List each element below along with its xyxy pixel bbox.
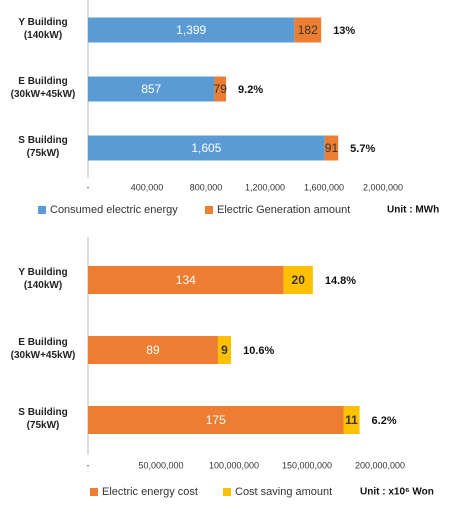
bar-segment <box>324 135 339 161</box>
category-label: S Building (75kW) <box>18 135 68 159</box>
x-tick-label: 200,000,000 <box>355 460 405 470</box>
category-text: S Building (75kW) <box>18 135 68 159</box>
legend-swatch <box>223 488 231 496</box>
x-tick-label: 1,200,000 <box>245 182 285 192</box>
value-label: 20 <box>292 273 306 287</box>
category-text: E Building (30kW+45kW) <box>10 76 76 100</box>
bar-segment <box>88 336 218 364</box>
share-annotation: 13% <box>333 25 355 37</box>
share-annotation: 6.2% <box>372 415 397 427</box>
category-text: S Building (75kW) <box>18 407 68 431</box>
bar-segment <box>343 406 360 434</box>
share-annotation: 10.6% <box>243 345 274 357</box>
value-label: 175 <box>206 413 226 427</box>
value-label: 89 <box>146 343 160 357</box>
unit-label: Unit : x10⁶ Won <box>360 487 434 498</box>
legend-label: Cost saving amount <box>235 486 332 498</box>
legend-swatch <box>38 206 46 214</box>
bar-segment <box>88 76 215 102</box>
value-label: 91 <box>325 141 339 155</box>
value-label: 79 <box>214 82 228 96</box>
x-tick-label: 400,000 <box>131 182 164 192</box>
category-text: E Building (30kW+45kW) <box>10 337 76 361</box>
legend-swatch <box>90 488 98 496</box>
value-label: 857 <box>141 82 161 96</box>
x-tick-label: 150,000,000 <box>282 460 332 470</box>
x-tick-label: - <box>87 460 90 470</box>
category-label: E Building (30kW+45kW) <box>10 337 76 361</box>
category-text: Y Building (140kW) <box>18 17 68 41</box>
bar-segment <box>294 17 322 43</box>
value-label: 1,605 <box>191 141 221 155</box>
share-annotation: 14.8% <box>325 275 356 287</box>
value-label: 9 <box>221 343 228 357</box>
bar-segment <box>88 406 344 434</box>
share-annotation: 5.7% <box>350 143 375 155</box>
category-label: Y Building (140kW) <box>18 267 68 291</box>
legend-label: Electric energy cost <box>102 486 198 498</box>
legend-label: Electric Generation amount <box>217 204 350 216</box>
value-label: 182 <box>298 23 318 37</box>
legend-label: Consumed electric energy <box>50 204 178 216</box>
bar-segment <box>88 266 284 294</box>
value-label: 134 <box>176 273 196 287</box>
x-tick-label: 800,000 <box>190 182 223 192</box>
legend-swatch <box>205 206 213 214</box>
category-label: E Building (30kW+45kW) <box>10 76 76 100</box>
category-label: Y Building (140kW) <box>18 17 68 41</box>
x-tick-label: 2,000,000 <box>363 182 403 192</box>
x-tick-label: - <box>87 182 90 192</box>
x-tick-label: 1,600,000 <box>304 182 344 192</box>
value-label: 1,399 <box>176 23 206 37</box>
bar-segment <box>217 336 232 364</box>
x-tick-label: 100,000,000 <box>209 460 259 470</box>
bar-segment <box>88 17 295 43</box>
category-text: Y Building (140kW) <box>18 267 68 291</box>
value-label: 11 <box>345 413 358 427</box>
unit-label: Unit : MWh <box>387 205 439 216</box>
share-annotation: 9.2% <box>238 84 263 96</box>
bar-segment <box>214 76 227 102</box>
x-tick-label: 50,000,000 <box>138 460 183 470</box>
category-label: S Building (75kW) <box>18 407 68 431</box>
bar-segment <box>283 266 313 294</box>
bar-segment <box>88 135 325 161</box>
